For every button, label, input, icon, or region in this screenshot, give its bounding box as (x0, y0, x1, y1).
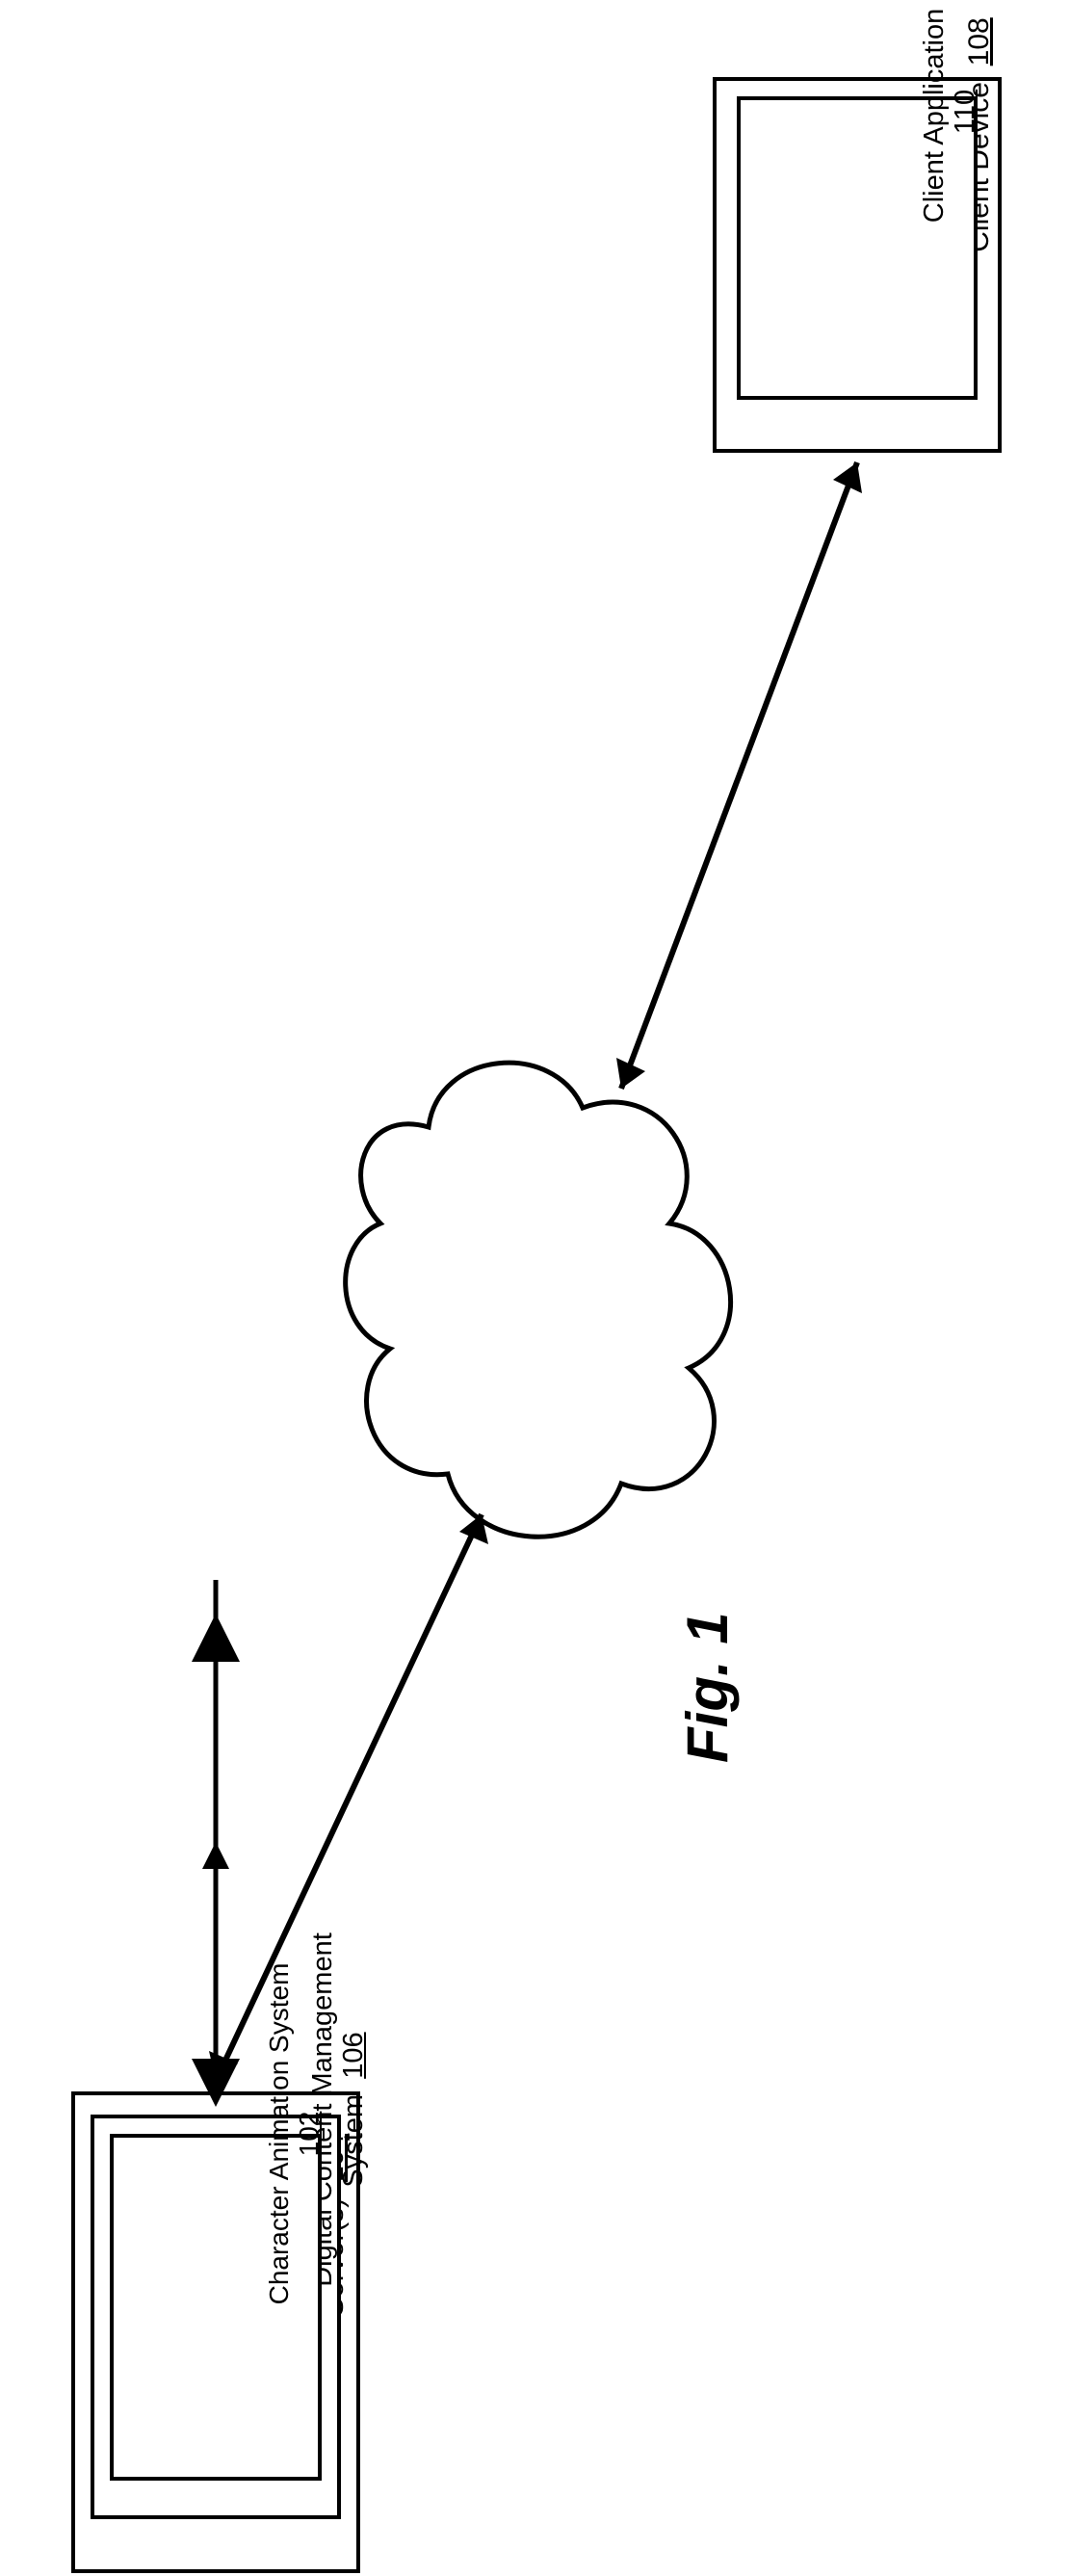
link-network-client-head1 (833, 462, 862, 493)
figure-caption: Fig. 1 (674, 1612, 741, 1763)
network-label: Network 112 (520, 1204, 584, 1397)
dcms-ref: 106 (338, 2032, 369, 2078)
cas-ref: 102 (294, 2112, 324, 2157)
link-server-network-head1 (459, 1514, 488, 1544)
network-title: Network (520, 1248, 552, 1354)
link-network-client-head2 (616, 1058, 645, 1089)
client-app-title: Client Application (919, 9, 950, 223)
link-network-client (621, 462, 857, 1089)
cas-label: Character Animation System 102 (265, 1960, 325, 2307)
network-ref: 112 (552, 1277, 584, 1324)
dcms-line2: System (338, 2094, 369, 2188)
figure-canvas: Server(s) 104 Digital Content Management… (0, 0, 1070, 2576)
cas-line1: Character Animation System (264, 1963, 294, 2305)
link-server-network-head2 (209, 2051, 238, 2081)
client-app-label: Client Application 110 (920, 0, 981, 250)
client-app-ref: 110 (950, 90, 980, 134)
